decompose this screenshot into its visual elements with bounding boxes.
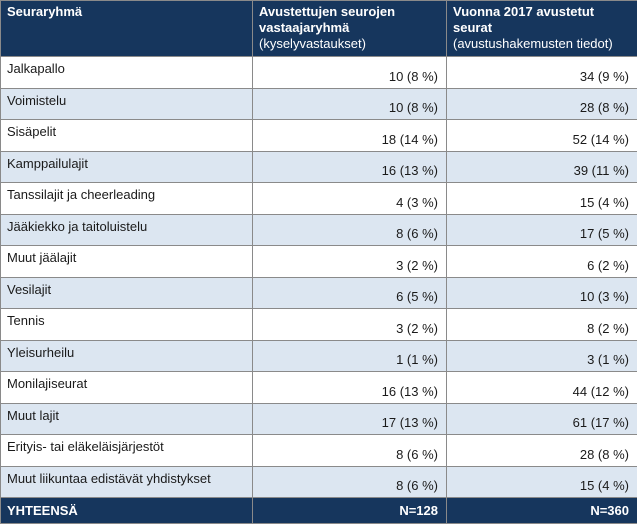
row-group-name: Vesilajit [1, 277, 253, 309]
total-label: YHTEENSÄ [1, 498, 253, 524]
row-application-value: 44 (12 %) [447, 372, 637, 404]
row-application-value: 52 (14 %) [447, 120, 637, 152]
row-survey-value: 18 (14 %) [253, 120, 447, 152]
total-application-count: N=360 [447, 498, 637, 524]
row-application-value: 3 (1 %) [447, 340, 637, 372]
row-application-value: 28 (8 %) [447, 435, 637, 467]
row-survey-value: 4 (3 %) [253, 183, 447, 215]
table-row: Jalkapallo 10 (8 %) 34 (9 %) [1, 57, 637, 89]
row-survey-value: 8 (6 %) [253, 466, 447, 498]
row-group-name: Kamppailulajit [1, 151, 253, 183]
row-group-name: Tennis [1, 309, 253, 341]
row-group-name: Jalkapallo [1, 57, 253, 89]
table-row: Muut jäälajit 3 (2 %) 6 (2 %) [1, 246, 637, 278]
table-row: Jääkiekko ja taitoluistelu 8 (6 %) 17 (5… [1, 214, 637, 246]
row-group-name: Sisäpelit [1, 120, 253, 152]
row-application-value: 15 (4 %) [447, 466, 637, 498]
row-group-name: Muut jäälajit [1, 246, 253, 278]
row-application-value: 39 (11 %) [447, 151, 637, 183]
row-group-name: Voimistelu [1, 88, 253, 120]
row-survey-value: 8 (6 %) [253, 435, 447, 467]
row-group-name: Yleisurheilu [1, 340, 253, 372]
row-survey-value: 16 (13 %) [253, 372, 447, 404]
row-application-value: 28 (8 %) [447, 88, 637, 120]
row-application-value: 34 (9 %) [447, 57, 637, 89]
row-group-name: Erityis- tai eläkeläisjärjestöt [1, 435, 253, 467]
row-survey-value: 3 (2 %) [253, 246, 447, 278]
row-application-value: 8 (2 %) [447, 309, 637, 341]
header-survey-respondents: Avustettujen seurojen vastaajaryhmä (kys… [253, 1, 447, 57]
row-group-name: Muut liikuntaa edistävät yhdistykset [1, 466, 253, 498]
row-application-value: 61 (17 %) [447, 403, 637, 435]
row-survey-value: 3 (2 %) [253, 309, 447, 341]
table-row: Yleisurheilu 1 (1 %) 3 (1 %) [1, 340, 637, 372]
row-application-value: 15 (4 %) [447, 183, 637, 215]
table-row: Muut liikuntaa edistävät yhdistykset 8 (… [1, 466, 637, 498]
table-header-row: Seuraryhmä Avustettujen seurojen vastaaj… [1, 1, 637, 57]
row-application-value: 6 (2 %) [447, 246, 637, 278]
header-funded-clubs-2017: Vuonna 2017 avustetut seurat (avustushak… [447, 1, 637, 57]
row-survey-value: 10 (8 %) [253, 57, 447, 89]
table-row: Muut lajit 17 (13 %) 61 (17 %) [1, 403, 637, 435]
row-survey-value: 16 (13 %) [253, 151, 447, 183]
table-row: Tennis 3 (2 %) 8 (2 %) [1, 309, 637, 341]
header-club-group: Seuraryhmä [1, 1, 253, 57]
table-row: Tanssilajit ja cheerleading 4 (3 %) 15 (… [1, 183, 637, 215]
row-group-name: Jääkiekko ja taitoluistelu [1, 214, 253, 246]
total-survey-count: N=128 [253, 498, 447, 524]
row-group-name: Muut lajit [1, 403, 253, 435]
table-row: Kamppailulajit 16 (13 %) 39 (11 %) [1, 151, 637, 183]
table-row: Erityis- tai eläkeläisjärjestöt 8 (6 %) … [1, 435, 637, 467]
table-row: Monilajiseurat 16 (13 %) 44 (12 %) [1, 372, 637, 404]
row-application-value: 17 (5 %) [447, 214, 637, 246]
row-group-name: Monilajiseurat [1, 372, 253, 404]
row-application-value: 10 (3 %) [447, 277, 637, 309]
row-survey-value: 8 (6 %) [253, 214, 447, 246]
table-row: Vesilajit 6 (5 %) 10 (3 %) [1, 277, 637, 309]
row-survey-value: 6 (5 %) [253, 277, 447, 309]
row-group-name: Tanssilajit ja cheerleading [1, 183, 253, 215]
table-row: Sisäpelit 18 (14 %) 52 (14 %) [1, 120, 637, 152]
table-row: Voimistelu 10 (8 %) 28 (8 %) [1, 88, 637, 120]
row-survey-value: 17 (13 %) [253, 403, 447, 435]
row-survey-value: 1 (1 %) [253, 340, 447, 372]
row-survey-value: 10 (8 %) [253, 88, 447, 120]
total-row: YHTEENSÄ N=128 N=360 [1, 498, 637, 524]
